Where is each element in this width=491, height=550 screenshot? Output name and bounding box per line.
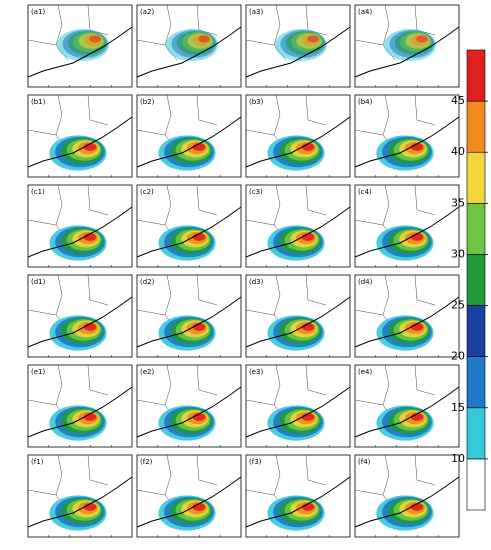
panel-label: (f2): [140, 458, 153, 466]
coastline: [136, 116, 242, 168]
coastline: [136, 206, 242, 258]
panel-label: (a2): [140, 8, 154, 16]
echo: [198, 35, 210, 43]
colorbar-tick-label: 15: [451, 401, 465, 414]
coastline: [354, 116, 460, 168]
panel-grid: (a1) (a2) (a3) (a4) (b1) (b2) (b3) (b4) (c1) (c2)…: [27, 4, 460, 538]
map-panel: (b2): [136, 94, 242, 178]
panel-label: (e2): [140, 368, 154, 376]
panel-label: (b2): [140, 98, 155, 106]
echo: [416, 35, 428, 43]
echo: [307, 35, 319, 43]
coastline: [27, 26, 133, 78]
colorbar-segment: [466, 407, 486, 460]
colorbar-tick-label: 20: [451, 350, 465, 363]
colorbar-segment: [466, 254, 486, 306]
colorbar-tick-label: 25: [451, 299, 465, 312]
coastline: [354, 206, 460, 258]
panel-label: (b3): [249, 98, 264, 106]
colorbar-segment: [466, 356, 486, 409]
coastline: [136, 26, 242, 78]
panel-label: (f4): [358, 458, 371, 466]
coastline: [245, 386, 351, 438]
panel-label: (f3): [249, 458, 262, 466]
coastline: [354, 386, 460, 438]
colorbar-segment: [466, 458, 486, 511]
map-panel: (d2): [136, 274, 242, 358]
panel-label: (d4): [358, 278, 373, 286]
panel-label: (d1): [31, 278, 46, 286]
coastline: [136, 386, 242, 438]
map-panel: (b1): [27, 94, 133, 178]
coastline: [245, 206, 351, 258]
coastline: [245, 116, 351, 168]
panel-label: (c1): [31, 188, 45, 196]
panel-label: (f1): [31, 458, 44, 466]
coastline: [354, 296, 460, 348]
coastline: [27, 206, 133, 258]
colorbar-segment: [466, 203, 486, 255]
coastline: [136, 296, 242, 348]
coastline: [27, 476, 133, 528]
coastline: [354, 26, 460, 78]
map-panel: (e3): [245, 364, 351, 448]
map-panel: (d4): [354, 274, 460, 358]
panel-label: (e3): [249, 368, 263, 376]
colorbar-segment: [466, 305, 486, 357]
panel-label: (d2): [140, 278, 155, 286]
map-panel: (b3): [245, 94, 351, 178]
map-panel: (d3): [245, 274, 351, 358]
panel-label: (e4): [358, 368, 372, 376]
colorbar-segment: [466, 49, 486, 102]
coastline: [27, 116, 133, 168]
map-panel: (f1): [27, 454, 133, 538]
coastline: [245, 296, 351, 348]
colorbar-tick-label: 35: [451, 196, 465, 209]
panel-label: (c3): [249, 188, 263, 196]
map-panel: (c3): [245, 184, 351, 268]
map-panel: (e1): [27, 364, 133, 448]
echo: [89, 35, 101, 43]
colorbar-tick-label: 10: [451, 452, 465, 465]
coastline: [245, 476, 351, 528]
map-panel: (c2): [136, 184, 242, 268]
panel-label: (e1): [31, 368, 45, 376]
map-panel: (a4): [354, 4, 460, 88]
panel-label: (b4): [358, 98, 373, 106]
panel-label: (c2): [140, 188, 154, 196]
map-panel: (c4): [354, 184, 460, 268]
map-panel: (f4): [354, 454, 460, 538]
coastline: [354, 476, 460, 528]
coastline: [27, 296, 133, 348]
coastline: [27, 386, 133, 438]
panel-label: (a3): [249, 8, 263, 16]
colorbar-tick-label: 40: [451, 145, 465, 158]
colorbar-segment: [466, 100, 486, 153]
panel-label: (c4): [358, 188, 372, 196]
colorbar-tick-label: 30: [451, 247, 465, 260]
map-panel: (e4): [354, 364, 460, 448]
map-panel: (f2): [136, 454, 242, 538]
map-panel: (e2): [136, 364, 242, 448]
map-panel: (d1): [27, 274, 133, 358]
map-panel: (b4): [354, 94, 460, 178]
map-panel: (a2): [136, 4, 242, 88]
map-panel: (f3): [245, 454, 351, 538]
panel-label: (b1): [31, 98, 46, 106]
map-panel: (a3): [245, 4, 351, 88]
coastline: [245, 26, 351, 78]
map-panel: (a1): [27, 4, 133, 88]
panel-label: (d3): [249, 278, 264, 286]
map-panel: (c1): [27, 184, 133, 268]
colorbar-tick-label: 45: [451, 94, 465, 107]
panel-label: (a1): [31, 8, 45, 16]
panel-label: (a4): [358, 8, 372, 16]
colorbar-segment: [466, 151, 486, 204]
coastline: [136, 476, 242, 528]
colorbar: 10 15 20 25 30 35 40 45: [451, 49, 488, 511]
